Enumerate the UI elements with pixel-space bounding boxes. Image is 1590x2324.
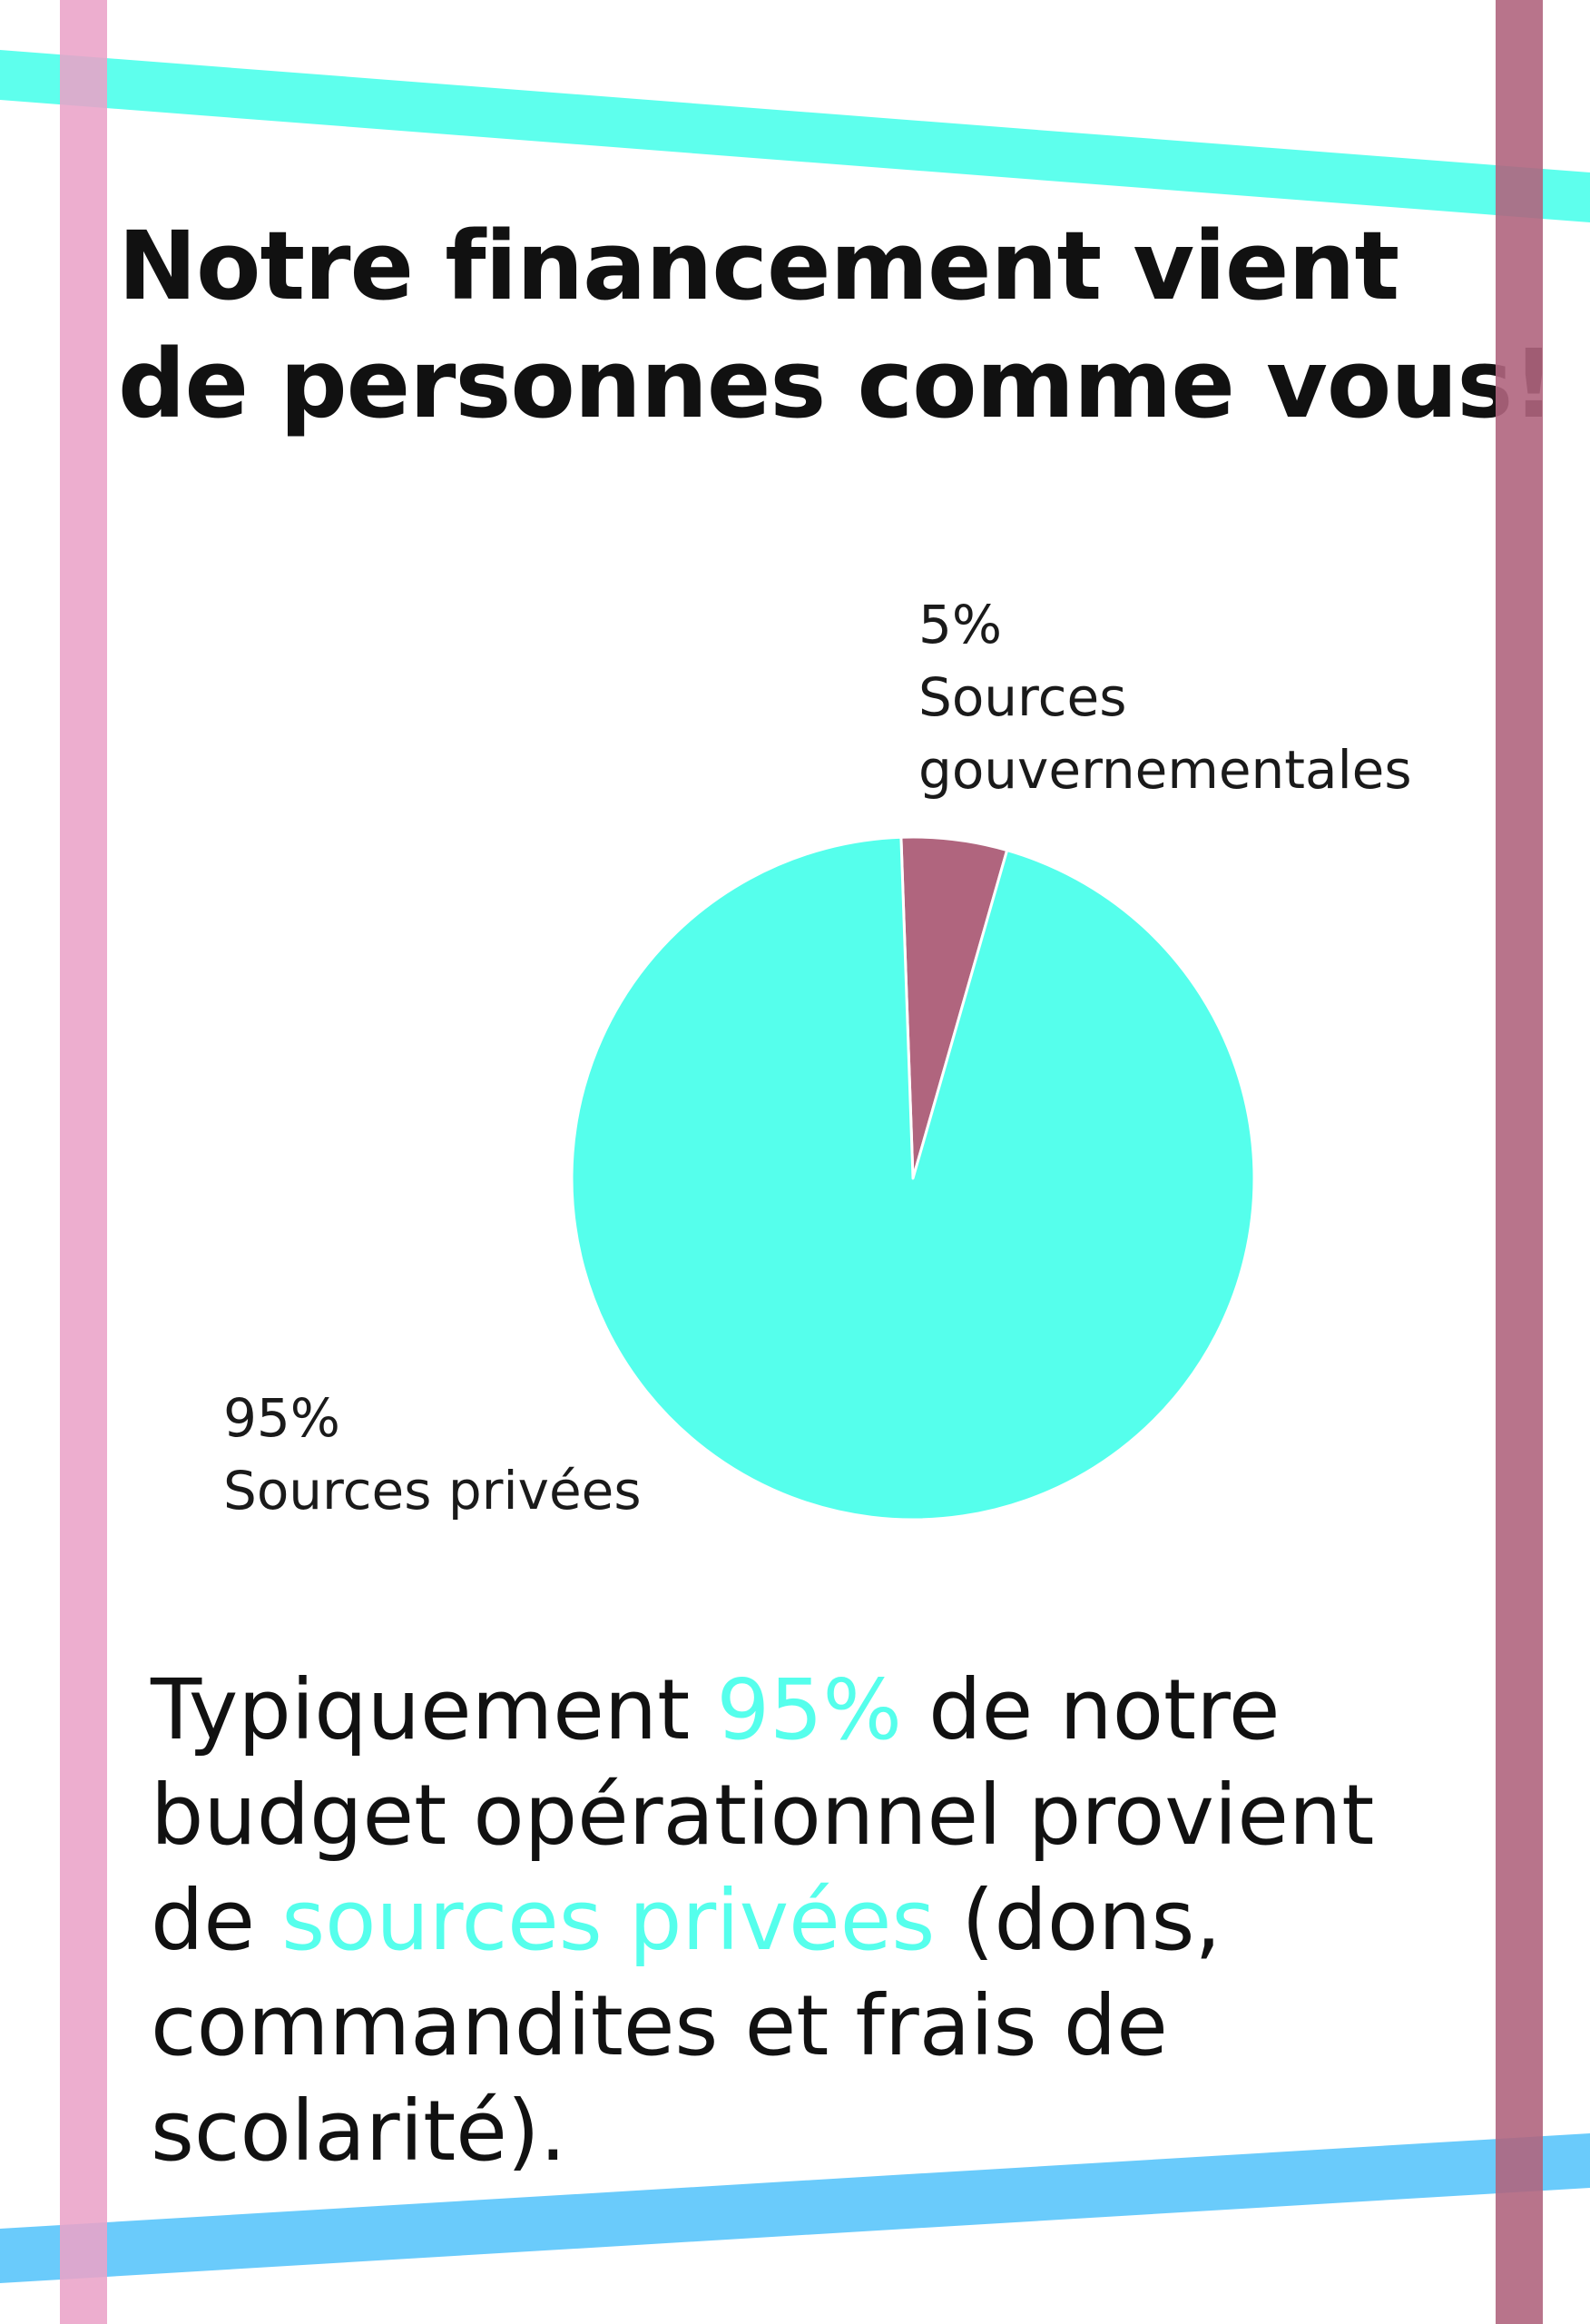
pie-slice-private	[570, 835, 1256, 1521]
pie-label-private: 95% Sources privées	[223, 1382, 642, 1527]
pie-value-label-private: 95%	[223, 1387, 340, 1449]
pie-name-label-government-1: Sources	[918, 666, 1127, 728]
description-text: Typiquement	[151, 1661, 717, 1758]
pie-value-label-government: 5%	[918, 594, 1003, 655]
highlight-private-sources: sources privées	[281, 1872, 936, 1969]
description-text: (dons,	[935, 1872, 1222, 1969]
description-line-5: scolarité).	[151, 2083, 566, 2180]
description-line-4: commandites et frais de	[151, 1977, 1168, 2074]
pie-label-government: 5% Sources gouvernementales	[918, 588, 1412, 806]
title-line-2: de personnes comme vous!	[118, 329, 1556, 439]
pie-name-label-private: Sources privées	[223, 1460, 642, 1521]
title-line-1: Notre financement vient	[118, 211, 1399, 321]
description-line-1: Typiquement 95% de notre	[151, 1658, 1448, 1763]
description-text: de notre	[901, 1661, 1281, 1758]
pie-name-label-government-2: gouvernementales	[918, 739, 1412, 801]
description-line-3: de sources privées (dons,	[151, 1868, 1448, 1974]
description-line-2: budget opérationnel provient	[151, 1767, 1375, 1864]
page-title: Notre financement vient de personnes com…	[118, 207, 1556, 443]
funding-description: Typiquement 95% de notre budget opératio…	[151, 1658, 1448, 2184]
highlight-percentage: 95%	[716, 1661, 902, 1758]
description-text: de	[151, 1872, 282, 1969]
